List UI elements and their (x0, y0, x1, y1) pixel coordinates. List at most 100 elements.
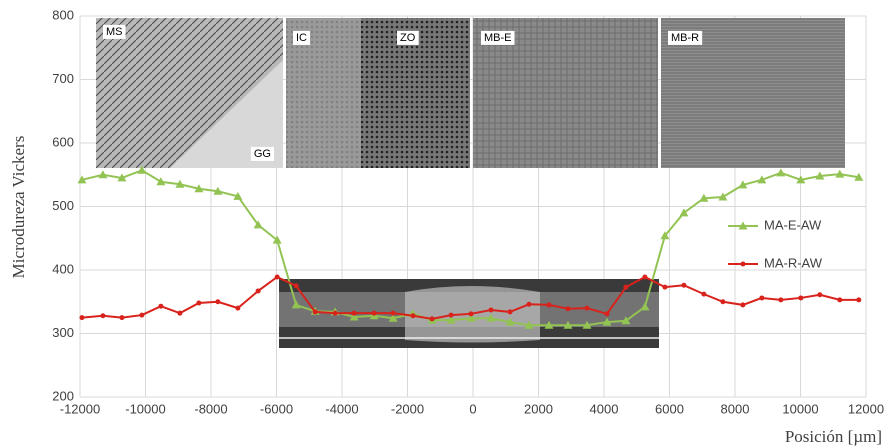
data-point (274, 274, 280, 280)
y-tick-label: 800 (52, 7, 74, 22)
data-point (602, 317, 612, 326)
data-point (349, 312, 359, 321)
data-point (139, 312, 145, 318)
y-tick-label: 600 (52, 134, 74, 149)
data-point (177, 310, 183, 316)
x-tick-label: 12000 (848, 401, 884, 416)
data-point (429, 316, 435, 322)
annotation-bg (397, 30, 419, 45)
data-point (233, 191, 243, 200)
data-point (100, 313, 106, 319)
data-point (759, 295, 765, 301)
data-point (565, 306, 571, 312)
data-point (272, 235, 282, 244)
data-point (740, 302, 746, 308)
data-point (817, 292, 823, 298)
data-point (448, 312, 454, 318)
data-point (446, 315, 456, 324)
data-point (526, 301, 532, 307)
data-point (507, 309, 513, 315)
data-point (796, 175, 806, 184)
data-point (196, 300, 202, 306)
data-point (156, 177, 166, 186)
data-point (621, 316, 631, 325)
data-point (623, 284, 629, 290)
data-point (371, 310, 377, 316)
data-point (332, 310, 338, 316)
annotation-bg (103, 24, 126, 39)
data-point (466, 313, 476, 322)
annotation: GG (254, 148, 271, 160)
x-tick-label: 4000 (590, 401, 619, 416)
data-point (505, 317, 515, 326)
data-point (738, 180, 748, 189)
data-point (213, 186, 223, 195)
data-point (98, 170, 108, 179)
data-point (815, 171, 825, 180)
data-point (640, 302, 650, 311)
data-point (856, 297, 862, 303)
x-tick-label: -12000 (60, 401, 100, 416)
data-point (544, 320, 554, 329)
data-point (175, 179, 185, 188)
data-point (410, 313, 416, 319)
y-tick-label: 700 (52, 71, 74, 86)
data-point (253, 220, 263, 229)
data-point (158, 303, 164, 309)
data-point (563, 320, 573, 329)
annotation-bg (481, 30, 515, 45)
data-point (194, 184, 204, 193)
x-tick-label: 8000 (721, 401, 750, 416)
data-point (312, 309, 318, 315)
data-point (215, 299, 221, 305)
data-point (79, 315, 85, 321)
plot (77, 165, 864, 329)
x-tick-label: 0 (469, 401, 476, 416)
x-tick-label: 6000 (655, 401, 684, 416)
data-point (837, 297, 843, 303)
x-tick-label: -4000 (325, 401, 358, 416)
legend-label: MA-R-AW (764, 255, 823, 270)
data-point (835, 169, 845, 178)
annotation: MB-R (671, 32, 699, 44)
y-tick-label: 400 (52, 261, 74, 276)
x-tick-label: -2000 (391, 401, 424, 416)
x-tick-label: -10000 (125, 401, 165, 416)
annotation-bg (250, 146, 274, 161)
x-tick-label: 10000 (782, 401, 818, 416)
data-point (582, 320, 592, 329)
y-tick-label: 500 (52, 198, 74, 213)
data-point (255, 288, 261, 294)
data-point (798, 295, 804, 301)
data-point (778, 297, 784, 303)
x-tick-label: 2000 (524, 401, 553, 416)
data-point (293, 283, 299, 289)
annotation-bg (668, 30, 703, 45)
data-point (546, 302, 552, 308)
micrographs (96, 18, 845, 348)
data-point (291, 300, 301, 309)
data-point (486, 313, 496, 322)
data-point (720, 299, 726, 305)
legend-marker (738, 221, 748, 230)
data-point (757, 175, 767, 184)
data-point (699, 193, 709, 202)
data-point (662, 284, 668, 290)
data-point (119, 315, 125, 321)
annotation: MB-E (484, 32, 512, 44)
data-point (390, 310, 396, 316)
data-point (660, 231, 670, 240)
data-point (584, 305, 590, 311)
data-point (388, 313, 398, 322)
annotation-bg (293, 30, 311, 45)
x-axis-label: Posición [µm] (785, 427, 882, 446)
y-axis-label: Microdureza Vickers (9, 136, 28, 279)
data-point (351, 310, 357, 316)
y-tick-label: 200 (52, 388, 74, 403)
data-point (77, 175, 87, 184)
data-point (642, 274, 648, 280)
data-point (701, 291, 707, 297)
data-point (488, 307, 494, 313)
x-tick-label: -8000 (194, 401, 227, 416)
